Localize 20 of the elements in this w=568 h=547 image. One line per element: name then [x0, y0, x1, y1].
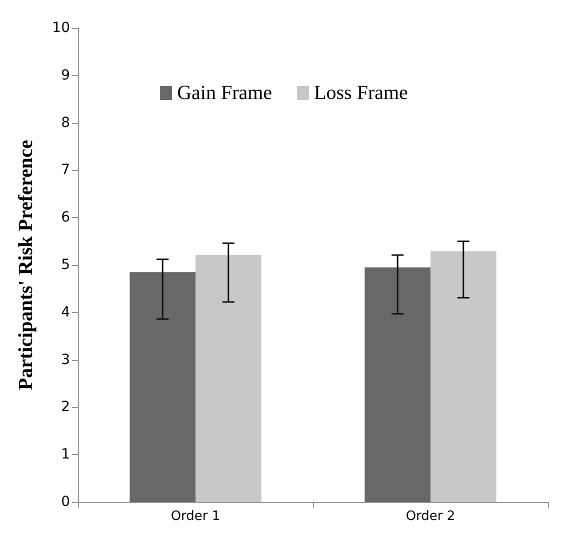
y-tick-label: 7	[61, 162, 70, 178]
y-tick-label: 1	[61, 446, 70, 463]
y-axis-title: Participants' Risk Preference	[15, 140, 37, 390]
y-tick-label: 5	[61, 257, 70, 273]
y-tick-label: 2	[61, 399, 70, 416]
y-tick-label: 8	[61, 114, 70, 131]
y-tick-label: 4	[61, 304, 70, 320]
y-tick-label: 3	[61, 352, 70, 368]
bar	[196, 255, 262, 502]
bar	[364, 267, 430, 502]
bar	[430, 251, 496, 502]
x-tick-label: Order 1	[170, 509, 220, 524]
legend-label: Gain Frame	[177, 82, 272, 104]
legend-label: Loss Frame	[314, 82, 408, 104]
y-tick-label: 0	[61, 494, 70, 510]
y-tick-label: 10	[52, 20, 70, 36]
y-tick-label: 9	[61, 67, 70, 84]
y-tick-label: 6	[61, 210, 70, 226]
x-tick-label: Order 2	[406, 509, 456, 524]
bar	[130, 272, 196, 502]
